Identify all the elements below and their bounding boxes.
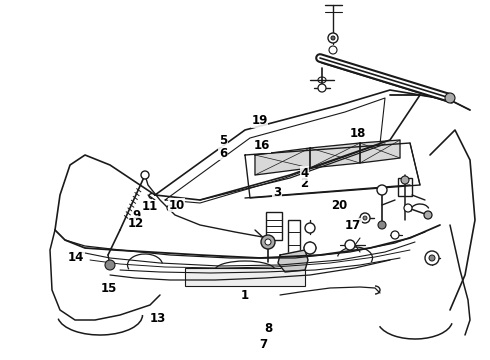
Polygon shape xyxy=(360,140,400,163)
Text: 15: 15 xyxy=(100,282,117,294)
Text: 17: 17 xyxy=(344,219,361,231)
Text: 9: 9 xyxy=(132,209,140,222)
Circle shape xyxy=(345,240,355,250)
Text: 19: 19 xyxy=(251,114,268,127)
Text: 2: 2 xyxy=(300,177,308,190)
Circle shape xyxy=(378,221,386,229)
Circle shape xyxy=(404,204,412,212)
Circle shape xyxy=(391,231,399,239)
Text: 20: 20 xyxy=(331,199,347,212)
Bar xyxy=(398,178,412,196)
Circle shape xyxy=(360,213,370,223)
Text: 12: 12 xyxy=(128,217,145,230)
Circle shape xyxy=(105,260,115,270)
Text: 7: 7 xyxy=(260,338,268,351)
Polygon shape xyxy=(278,250,308,272)
Text: 18: 18 xyxy=(349,127,366,140)
Circle shape xyxy=(305,223,315,233)
Circle shape xyxy=(318,84,326,92)
Circle shape xyxy=(429,255,435,261)
Text: 14: 14 xyxy=(68,251,84,264)
Text: 1: 1 xyxy=(241,289,249,302)
Circle shape xyxy=(331,36,335,40)
Circle shape xyxy=(425,251,439,265)
Circle shape xyxy=(401,176,409,184)
Text: 8: 8 xyxy=(265,322,272,335)
Circle shape xyxy=(265,239,271,245)
Circle shape xyxy=(261,235,275,249)
Bar xyxy=(266,212,282,240)
Circle shape xyxy=(141,171,149,179)
Circle shape xyxy=(445,93,455,103)
Text: 3: 3 xyxy=(273,186,281,199)
Text: 4: 4 xyxy=(301,167,309,180)
Text: 11: 11 xyxy=(141,201,158,213)
Polygon shape xyxy=(310,143,360,168)
Text: 16: 16 xyxy=(254,139,270,152)
Circle shape xyxy=(424,211,432,219)
Text: 6: 6 xyxy=(219,147,227,159)
Circle shape xyxy=(377,185,387,195)
Circle shape xyxy=(167,205,173,211)
Circle shape xyxy=(363,216,367,220)
Bar xyxy=(288,220,300,265)
Polygon shape xyxy=(255,148,310,175)
Text: 13: 13 xyxy=(149,312,166,325)
Bar xyxy=(185,268,305,286)
Circle shape xyxy=(328,33,338,43)
Text: 5: 5 xyxy=(219,134,227,147)
Circle shape xyxy=(329,46,337,54)
Circle shape xyxy=(304,242,316,254)
Text: 10: 10 xyxy=(168,199,185,212)
